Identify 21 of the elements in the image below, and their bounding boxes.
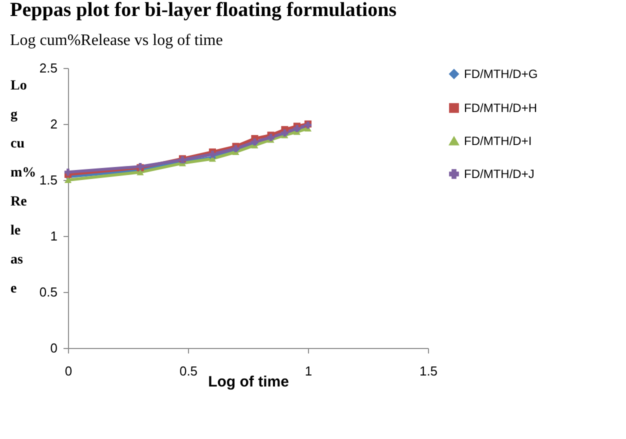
y-tick-label: 2.5 [39, 60, 58, 76]
legend-label: FD/MTH/D+I [464, 134, 532, 148]
chart-title: Peppas plot for bi-layer floating formulations [10, 0, 397, 21]
y-tick-label: 0.5 [39, 284, 58, 300]
legend-label: FD/MTH/D+H [464, 101, 537, 115]
x-tick-label: 1 [304, 364, 312, 378]
point [136, 169, 144, 176]
chart-subtitle: Log cum%Release vs log of time [10, 32, 223, 49]
x-axis-title: Log of time [208, 374, 289, 390]
x-tick-label: 0 [64, 364, 72, 378]
legend-label: FD/MTH/D+J [464, 167, 534, 181]
y-axis-title: Log cum%Release [10, 78, 36, 296]
x-tick-label: 1.5 [419, 364, 438, 378]
point [208, 150, 216, 158]
y-tick-label: 1 [50, 228, 58, 244]
x-tick-label: 0.5 [179, 364, 198, 378]
legend-label: FD/MTH/D+G [464, 67, 538, 81]
y-tick-label: 1.5 [39, 172, 58, 188]
y-tick-label: 0 [50, 340, 58, 356]
point [64, 176, 72, 184]
y-tick-label: 2 [50, 116, 58, 132]
